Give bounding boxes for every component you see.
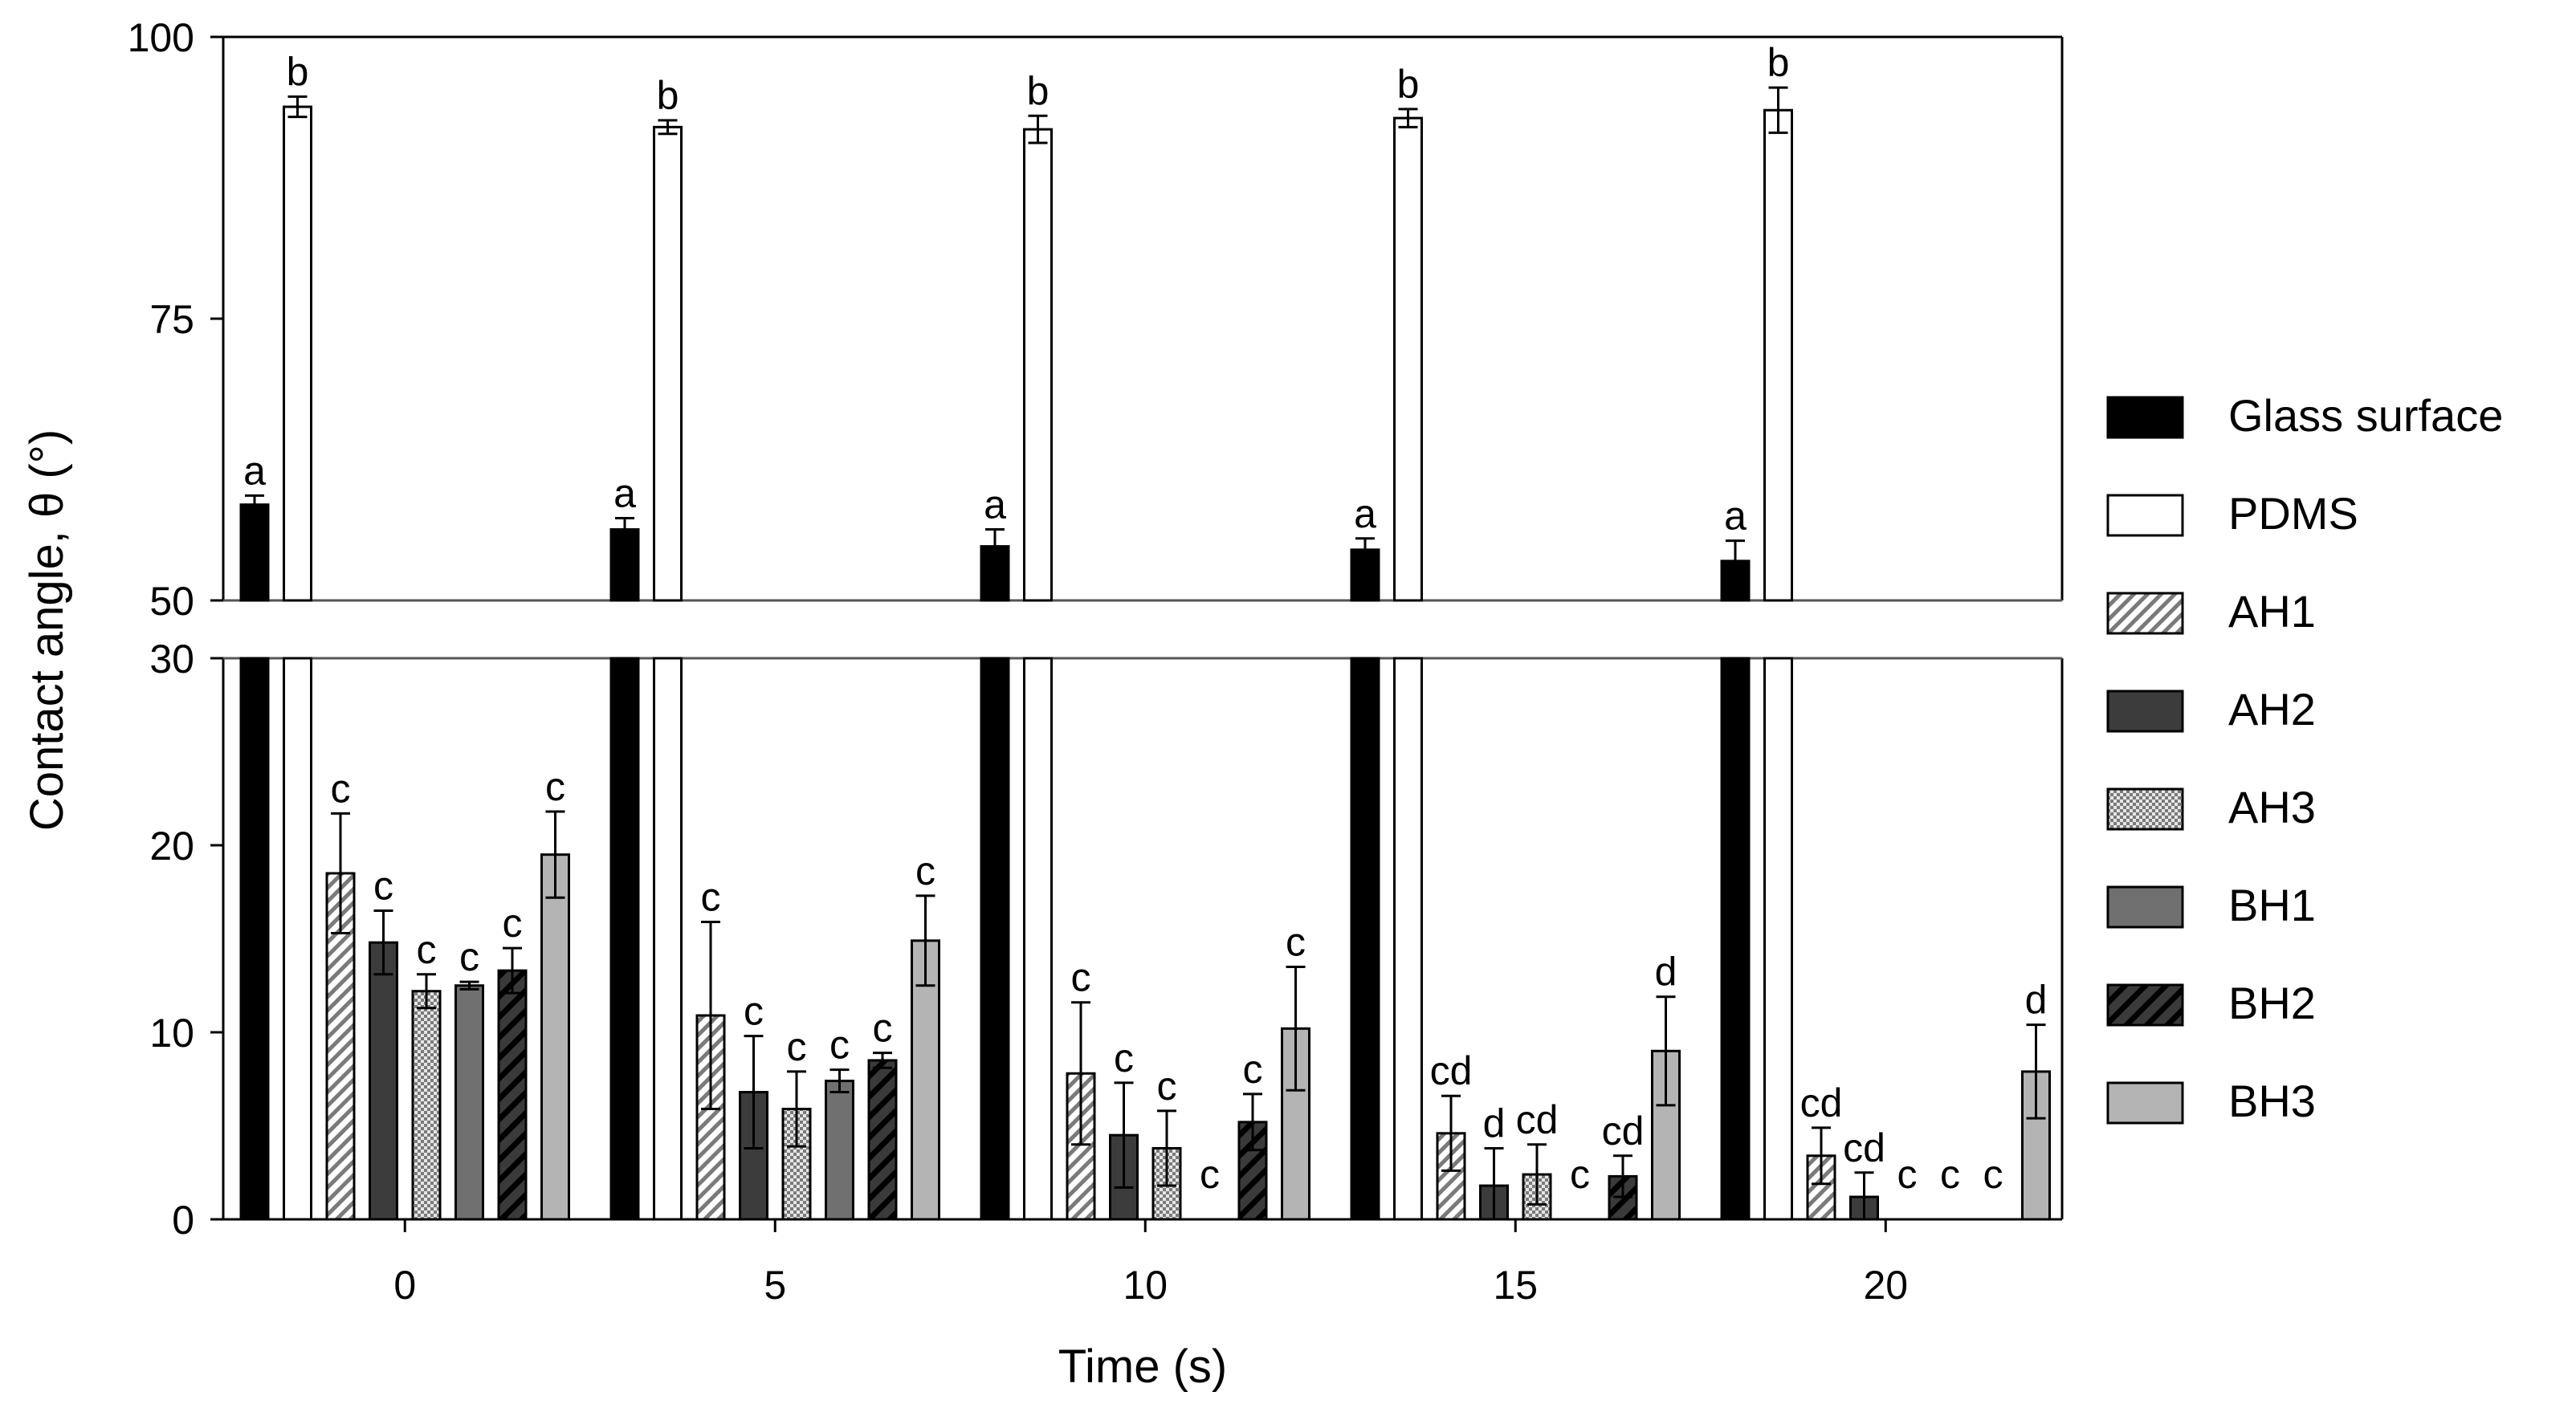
y-axis-ticks: 0 10 20 30 50 75 100 [128,15,223,1243]
y-tick-label: 30 [149,637,194,682]
bar [540,853,570,1221]
legend: Glass surface PDMS AH1 AH2 AH3 BH1 BH2 BH3 [2106,390,2503,1126]
y-axis-label: Contact angle, θ (°) [21,429,73,831]
y-tick-label: 75 [149,297,194,342]
bar [1393,657,1423,1221]
x-tick-label: 15 [1493,1263,1538,1308]
significance-label: c [1286,919,1306,964]
x-tick-label: 10 [1123,1263,1168,1308]
significance-label: c [1570,1152,1590,1197]
x-axis-ticks: 0 5 10 15 20 [393,1219,1908,1308]
significance-label: c [787,1024,807,1069]
significance-label: c [1243,1047,1263,1092]
significance-label: c [545,764,565,809]
significance-label: c [331,766,351,811]
bar [825,1080,854,1221]
significance-label: cd [1430,1048,1473,1093]
legend-swatch [2106,494,2184,537]
significance-label: cd [1800,1080,1843,1125]
significance-label: a [1724,494,1747,539]
significance-label: b [657,73,679,118]
significance-label: cd [1516,1097,1559,1142]
bar [1763,108,1793,602]
significance-label: c [503,901,523,946]
significance-label: cd [1602,1109,1645,1154]
significance-label: c [459,934,479,979]
bar [980,657,1010,1221]
significance-label: a [1354,491,1376,536]
significance-label: c [915,848,935,893]
legend-label: Glass surface [2228,390,2503,441]
significance-label: a [984,482,1006,527]
bar [867,1059,898,1221]
significance-label: d [1483,1101,1506,1145]
bar [1763,657,1793,1221]
legend-label: AH2 [2228,684,2316,734]
significance-label: c [1897,1152,1918,1197]
significance-label: c [373,864,393,909]
bar [283,105,312,602]
significance-label: c [417,927,437,972]
y-tick-label: 0 [172,1198,194,1243]
bar [1023,657,1053,1221]
legend-swatch [2106,983,2184,1027]
significance-label: b [1027,68,1050,113]
legend-swatch [2106,787,2184,831]
x-tick-label: 5 [764,1263,786,1308]
legend-label: BH3 [2228,1076,2316,1126]
bar [239,503,270,602]
bar [1350,657,1380,1221]
bar [454,984,484,1221]
significance-label: c [873,1006,893,1051]
legend-swatch [2106,396,2184,439]
bar [283,657,312,1221]
y-tick-label: 10 [149,1011,194,1056]
significance-label: a [243,448,266,493]
legend-label: PDMS [2228,488,2358,539]
bar [497,969,528,1221]
significance-label: c [1071,955,1091,1000]
significance-label: b [287,49,309,94]
bar [1023,128,1053,602]
significance-label: c [1157,1064,1177,1109]
significance-label: b [1397,62,1420,107]
legend-swatch [2106,690,2184,733]
bar [653,657,683,1221]
bar [1720,657,1751,1221]
significance-label: cd [1843,1125,1885,1170]
significance-label: b [1767,40,1790,85]
legend-label: BH2 [2228,978,2316,1028]
bar [609,657,640,1221]
legend-swatch [2106,1081,2184,1125]
legend-label: AH3 [2228,782,2316,832]
legend-label: AH1 [2228,586,2316,637]
y-tick-label: 100 [128,15,194,60]
y-tick-label: 20 [149,824,194,869]
significance-label: c [1200,1152,1220,1197]
bar [1393,116,1423,602]
legend-swatch [2106,885,2184,929]
x-tick-label: 0 [393,1263,416,1308]
legend-swatch [2106,592,2184,635]
bar [239,657,270,1221]
significance-label: a [613,471,636,516]
bar [653,125,683,602]
bar [411,990,442,1221]
legend-label: BH1 [2228,880,2316,930]
significance-label: d [2025,978,2048,1023]
significance-label: c [829,1023,850,1068]
bar [369,941,398,1221]
significance-label: c [1114,1036,1134,1080]
x-tick-label: 20 [1863,1263,1908,1308]
x-axis-label: Time (s) [1058,1341,1227,1393]
significance-label: d [1655,950,1677,995]
y-tick-label: 50 [149,579,194,624]
significance-label: c [1983,1152,2003,1197]
plot-frame [222,35,2064,1221]
significance-label: c [1940,1152,1960,1197]
significance-label: c [701,875,721,920]
significance-label: c [744,989,764,1034]
